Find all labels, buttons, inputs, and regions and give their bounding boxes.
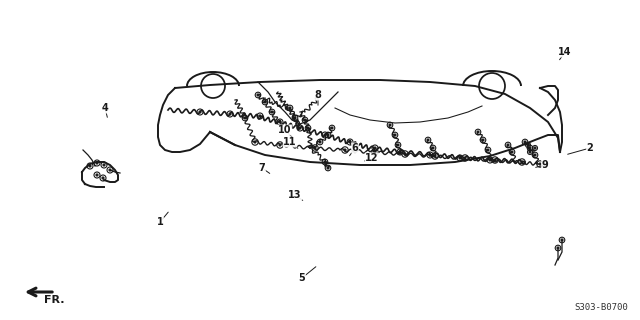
Circle shape	[539, 163, 541, 165]
Circle shape	[307, 127, 309, 129]
Circle shape	[103, 164, 105, 166]
Text: 5: 5	[299, 273, 305, 283]
Circle shape	[304, 119, 306, 121]
Circle shape	[271, 111, 273, 113]
Circle shape	[294, 117, 296, 119]
Text: 1: 1	[157, 217, 163, 227]
Circle shape	[254, 141, 256, 143]
Circle shape	[244, 117, 246, 119]
Circle shape	[389, 124, 391, 126]
Circle shape	[331, 127, 333, 129]
Circle shape	[89, 165, 92, 167]
Circle shape	[96, 162, 98, 164]
Circle shape	[299, 127, 301, 129]
Text: 7: 7	[259, 163, 266, 173]
Circle shape	[96, 174, 98, 176]
Circle shape	[482, 139, 484, 141]
Text: 12: 12	[365, 153, 379, 163]
Circle shape	[344, 149, 346, 151]
Text: 10: 10	[278, 125, 292, 135]
Circle shape	[327, 134, 329, 136]
Circle shape	[494, 159, 496, 161]
Circle shape	[257, 94, 259, 96]
Circle shape	[229, 113, 231, 115]
Circle shape	[429, 154, 431, 156]
Circle shape	[557, 247, 559, 249]
Circle shape	[487, 149, 489, 151]
Circle shape	[102, 177, 104, 179]
Circle shape	[394, 134, 396, 136]
Circle shape	[521, 161, 524, 163]
Circle shape	[432, 147, 434, 149]
Circle shape	[349, 141, 351, 143]
Text: 9: 9	[541, 160, 548, 170]
Text: S303-B0700: S303-B0700	[574, 303, 628, 312]
Circle shape	[259, 115, 261, 117]
Circle shape	[477, 131, 479, 133]
Circle shape	[374, 151, 376, 153]
Circle shape	[489, 159, 492, 161]
Circle shape	[314, 147, 316, 149]
Circle shape	[511, 151, 513, 153]
Circle shape	[534, 154, 536, 156]
Circle shape	[199, 111, 201, 113]
Circle shape	[327, 167, 329, 169]
Circle shape	[529, 147, 531, 149]
Circle shape	[464, 157, 466, 159]
Circle shape	[459, 157, 461, 159]
Circle shape	[279, 144, 281, 146]
Circle shape	[279, 121, 281, 123]
Text: 13: 13	[288, 190, 301, 200]
Circle shape	[319, 141, 321, 143]
Circle shape	[427, 139, 429, 141]
Text: 14: 14	[558, 47, 572, 57]
Circle shape	[289, 107, 291, 109]
Circle shape	[374, 147, 376, 149]
Text: 4: 4	[102, 103, 108, 113]
Circle shape	[264, 101, 266, 103]
Text: 2: 2	[587, 143, 593, 153]
Circle shape	[529, 151, 531, 153]
Circle shape	[561, 239, 563, 241]
Circle shape	[507, 144, 509, 146]
Circle shape	[399, 151, 401, 153]
Circle shape	[404, 153, 406, 155]
Text: 6: 6	[351, 143, 358, 153]
Circle shape	[397, 144, 399, 146]
Circle shape	[324, 161, 326, 163]
Circle shape	[524, 141, 526, 143]
Circle shape	[434, 155, 436, 157]
Circle shape	[324, 134, 326, 136]
Circle shape	[527, 144, 529, 146]
Circle shape	[534, 147, 536, 149]
Text: 8: 8	[315, 90, 321, 100]
Circle shape	[109, 169, 111, 171]
Text: FR.: FR.	[44, 295, 65, 305]
Text: 11: 11	[284, 137, 297, 147]
